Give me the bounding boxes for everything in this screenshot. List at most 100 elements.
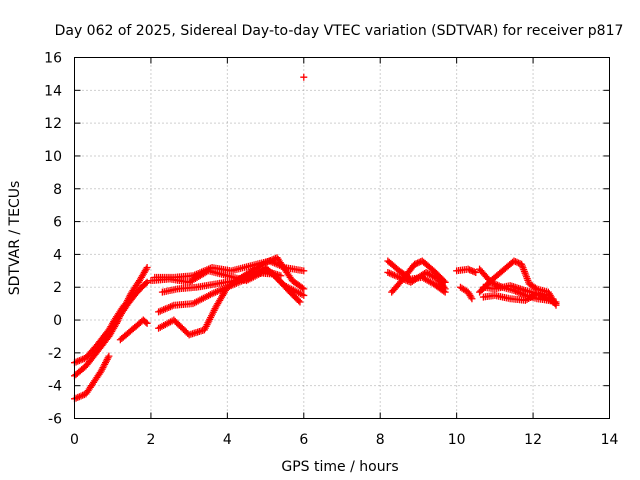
data-point-interp (414, 259, 422, 267)
y-tick-label: -4 (48, 379, 62, 395)
series-trace-i (158, 268, 304, 306)
data-point-interp (550, 299, 558, 307)
data-point-interp (142, 318, 150, 326)
axis-ticks: 0 2 4 6 8 10 12 14 -6 -4 -2 0 2 4 6 8 10 12 14 16 (44, 51, 618, 449)
x-tick-label: 6 (299, 432, 308, 448)
data-point-interp (387, 270, 395, 278)
data-point (300, 285, 308, 293)
data-point (472, 268, 480, 276)
series-trace-j (147, 267, 285, 286)
data-point-interp (466, 266, 474, 274)
data-point-interp (74, 393, 82, 401)
x-tick-label: 12 (524, 432, 542, 448)
grid-lines (74, 57, 610, 419)
series-outlier (300, 73, 308, 81)
data-point-interp (72, 358, 80, 366)
data-point-interp (394, 273, 402, 281)
data-point-interp (511, 258, 519, 266)
y-tick-label: 4 (53, 247, 62, 263)
data-point-interp (75, 393, 83, 401)
data-point (384, 268, 392, 276)
data-point-interp (399, 275, 407, 283)
x-tick-label: 14 (601, 432, 619, 448)
y-axis-label: SDTVAR / TECUs (7, 181, 23, 296)
x-tick-label: 0 (70, 432, 79, 448)
data-point (544, 291, 552, 299)
series-trace-a (71, 264, 151, 380)
data-point-interp (142, 265, 150, 273)
data-point (464, 265, 472, 273)
data-point-interp (104, 354, 112, 362)
data-point-interp (492, 280, 500, 288)
y-tick-label: 12 (44, 116, 62, 132)
data-point-interp (79, 391, 87, 399)
series-trace-m (384, 268, 449, 293)
data-point-interp (392, 272, 400, 280)
series-trace-h (155, 254, 308, 339)
data-point-interp (79, 355, 87, 363)
data-point (300, 267, 308, 275)
series-trace-s (479, 282, 552, 299)
x-tick-label: 2 (146, 432, 155, 448)
data-point (143, 264, 151, 272)
data-point-interp (402, 276, 410, 284)
data-point-interp (142, 279, 150, 287)
data-point-interp (385, 269, 393, 277)
data-point-interp (77, 356, 85, 364)
data-point-interp (467, 266, 475, 274)
series-trace-q (476, 257, 560, 309)
plot-frame (74, 57, 610, 419)
data-point-interp (265, 257, 273, 265)
data-point-interp (260, 260, 268, 268)
chart-title: Day 062 of 2025, Sidereal Day-to-day VTE… (55, 23, 624, 39)
series-trace-n (453, 265, 480, 276)
data-point (143, 319, 151, 327)
data-point (411, 260, 419, 268)
data-point-interp (400, 275, 408, 283)
y-tick-label: 6 (53, 215, 62, 231)
data-point-interp (72, 394, 80, 402)
y-tick-label: 8 (53, 182, 62, 198)
x-tick-label: 4 (223, 432, 232, 448)
data-marks (71, 73, 560, 403)
data-point-interp (412, 260, 420, 268)
data-point (300, 73, 308, 81)
data-point-interp (266, 257, 274, 265)
y-tick-label: -6 (48, 412, 62, 428)
y-tick-label: 2 (53, 280, 62, 296)
data-point-interp (467, 293, 475, 301)
data-point-interp (440, 283, 448, 291)
y-tick-label: 14 (44, 83, 62, 99)
data-point-interp (77, 392, 85, 400)
data-point-interp (389, 271, 397, 279)
x-tick-label: 10 (448, 432, 466, 448)
x-tick-label: 8 (376, 432, 385, 448)
y-tick-label: 10 (44, 149, 62, 165)
data-point (510, 257, 518, 265)
data-point-interp (397, 274, 405, 282)
data-point-interp (298, 284, 306, 292)
data-point (277, 272, 285, 280)
data-point-interp (268, 256, 276, 264)
data-point-interp (513, 258, 521, 266)
y-tick-label: -2 (48, 346, 62, 362)
data-point (296, 298, 304, 306)
data-point-interp (515, 259, 523, 267)
data-point (300, 291, 308, 299)
data-point-interp (74, 357, 82, 365)
data-point (441, 285, 449, 293)
data-point-interp (469, 267, 477, 275)
data-point (262, 259, 270, 267)
series-trace-e (116, 278, 151, 319)
data-point (468, 295, 476, 303)
series-trace-d (116, 316, 151, 344)
y-tick-label: 0 (53, 313, 62, 329)
data-point (395, 273, 403, 281)
data-point (105, 352, 113, 360)
data-point-interp (470, 268, 478, 276)
data-point (552, 300, 560, 308)
y-tick-label: 16 (44, 51, 62, 67)
data-point-interp (263, 258, 271, 266)
series-trace-o (456, 283, 476, 303)
